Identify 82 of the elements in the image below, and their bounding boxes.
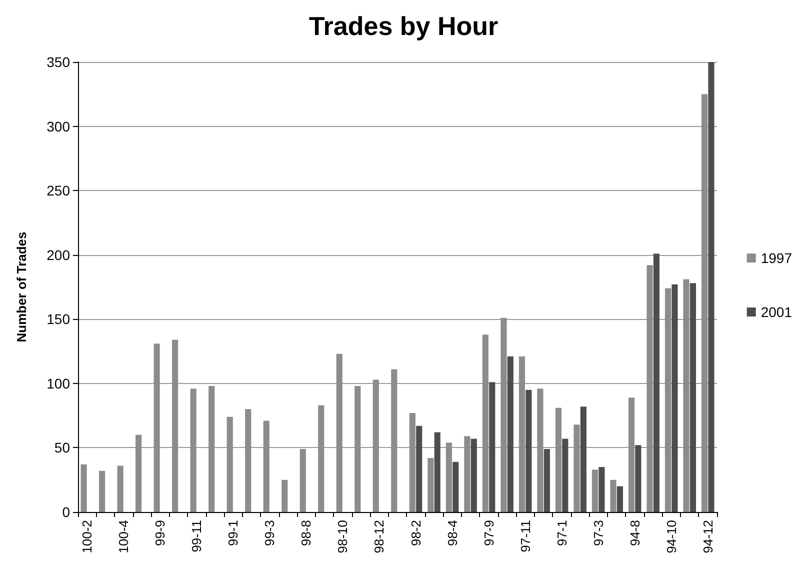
x-tick-label: 97-11 [518, 520, 533, 552]
y-tick-label: 150 [46, 311, 70, 328]
x-tick-label: 99-11 [189, 520, 204, 552]
bar [318, 405, 324, 512]
bar [574, 424, 580, 512]
bar [562, 438, 568, 512]
bar [701, 94, 708, 512]
bar [518, 356, 525, 512]
bar [428, 458, 434, 512]
x-tick-label: 97-9 [481, 520, 496, 546]
bar [416, 426, 422, 512]
bar [117, 466, 124, 512]
x-tick-label: 99-1 [226, 520, 241, 546]
y-tick-label: 100 [46, 375, 70, 392]
bar [470, 438, 477, 512]
bar [372, 380, 379, 512]
bar [653, 254, 660, 512]
x-tick-label: 97-3 [590, 520, 606, 546]
bar [80, 464, 87, 512]
x-tick-label: 100-2 [80, 520, 95, 554]
bar [646, 265, 653, 512]
x-tick-label: 99-9 [152, 520, 168, 546]
bar [635, 445, 642, 512]
y-axis-title: Number of Trades [14, 232, 29, 342]
bar [592, 470, 598, 512]
x-tick-label: 98-4 [444, 520, 460, 546]
bar [98, 470, 106, 512]
x-tick-label: 98-2 [408, 520, 424, 546]
bar [664, 288, 672, 512]
bar [500, 318, 507, 512]
y-tick-label: 250 [46, 182, 70, 199]
x-tick-label: 98-8 [298, 520, 314, 546]
y-tick-label: 200 [46, 246, 70, 263]
y-tick-label: 300 [46, 118, 70, 134]
bar [482, 334, 488, 512]
bar [300, 449, 306, 512]
y-tick-label: 50 [54, 440, 70, 456]
bar [526, 390, 532, 512]
y-tick-label: 0 [62, 504, 70, 520]
bar [489, 382, 496, 512]
x-tick-label: 94-8 [627, 520, 642, 546]
x-tick-label: 98-12 [372, 520, 387, 554]
bar [154, 344, 160, 512]
bar [708, 62, 714, 512]
bar [464, 436, 470, 512]
x-tick-label: 99-3 [262, 520, 278, 546]
legend-label: 1997 [760, 250, 792, 266]
x-tick-label: 94-10 [664, 520, 679, 554]
bar [172, 340, 178, 512]
y-tick-label: 350 [46, 54, 70, 70]
bar [263, 420, 270, 512]
bar [282, 480, 288, 512]
x-tick-label: 98-10 [335, 520, 350, 554]
bar [598, 467, 605, 512]
bar [610, 480, 616, 512]
bar [537, 388, 544, 512]
x-tick-label: 94-12 [700, 520, 716, 554]
bar [616, 486, 623, 512]
bar [690, 283, 696, 512]
x-tick-label: 97-1 [554, 520, 570, 546]
bar [391, 369, 398, 512]
chart-title: Trades by Hour [308, 11, 498, 41]
bar [136, 434, 142, 512]
bar [683, 279, 690, 512]
bar [452, 462, 459, 512]
bar [354, 386, 361, 512]
bar [208, 386, 215, 512]
bar [336, 354, 342, 512]
bar [226, 416, 233, 512]
legend-label: 2001 [760, 304, 792, 320]
bar [190, 388, 196, 512]
bar [628, 398, 635, 512]
bar [672, 284, 678, 512]
bar [544, 449, 550, 512]
bar [580, 406, 586, 512]
bar [434, 432, 440, 512]
bar [507, 356, 514, 512]
x-tick-label: 100-4 [116, 520, 132, 554]
bar [409, 413, 416, 512]
bar [245, 409, 252, 512]
bar [555, 408, 562, 512]
bar [446, 442, 452, 512]
